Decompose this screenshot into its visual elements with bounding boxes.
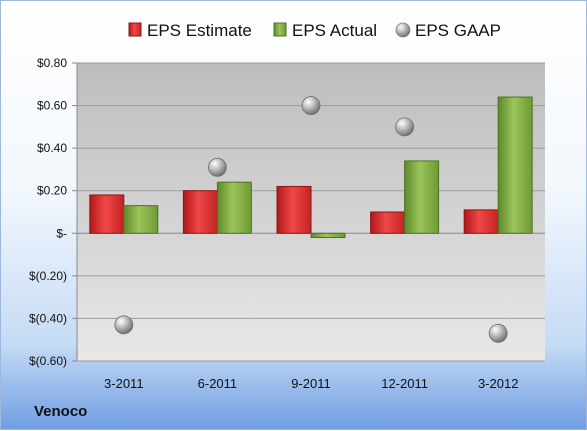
- legend-swatch-eps-actual: [273, 22, 287, 37]
- bar-eps-estimate-12-2011: [370, 211, 406, 234]
- x-tick-label: 6-2011: [198, 376, 238, 391]
- gaap-markers: [114, 96, 508, 343]
- bar-eps-actual-12-2011: [404, 160, 440, 234]
- y-tick-label: $0.80: [37, 56, 67, 70]
- y-tick-label: $-: [56, 226, 67, 240]
- bar-eps-actual-3-2012: [497, 96, 533, 234]
- marker-eps-gaap-12-2011: [395, 117, 415, 137]
- legend: EPS Estimate EPS Actual EPS GAAP: [128, 21, 501, 40]
- bar-eps-estimate-3-2011: [89, 194, 125, 234]
- legend-swatch-eps-estimate: [128, 22, 142, 37]
- bar-eps-estimate-9-2011: [276, 185, 312, 234]
- x-tick-label: 12-2011: [381, 376, 428, 391]
- legend-swatch-eps-gaap: [395, 22, 411, 38]
- bar-eps-estimate-6-2011: [182, 190, 218, 234]
- bar-eps-estimate-3-2012: [463, 209, 499, 234]
- y-tick-label: $0.40: [37, 141, 67, 155]
- legend-label-eps-estimate: EPS Estimate: [147, 21, 252, 40]
- legend-label-eps-actual: EPS Actual: [292, 21, 377, 40]
- company-name: Venoco: [34, 403, 88, 420]
- marker-eps-gaap-3-2011: [114, 315, 134, 335]
- marker-eps-gaap-3-2012: [488, 323, 508, 343]
- x-axis-ticks: 3-2011 6-2011 9-2011 12-2011 3-2012: [104, 376, 518, 391]
- bar-eps-actual-6-2011: [216, 181, 252, 234]
- y-tick-label: $(0.20): [29, 269, 67, 283]
- x-tick-label: 9-2011: [291, 376, 331, 391]
- marker-eps-gaap-9-2011: [301, 96, 321, 115]
- x-tick-label: 3-2011: [104, 376, 144, 391]
- y-tick-label: $0.60: [37, 99, 67, 113]
- bar-eps-actual-3-2011: [123, 205, 159, 234]
- bar-eps-actual-9-2011: [310, 232, 346, 239]
- y-tick-label: $(0.60): [29, 354, 67, 368]
- x-tick-label: 3-2012: [478, 376, 518, 391]
- marker-eps-gaap-6-2011: [207, 157, 227, 177]
- y-axis-ticks: $0.80 $0.60 $0.40 $0.20 $- $(0.20) $(0.40) $(0.…: [29, 56, 78, 368]
- y-tick-label: $(0.40): [29, 311, 67, 325]
- y-tick-label: $0.20: [37, 184, 67, 198]
- legend-label-eps-gaap: EPS GAAP: [415, 21, 501, 40]
- bars: [89, 96, 533, 239]
